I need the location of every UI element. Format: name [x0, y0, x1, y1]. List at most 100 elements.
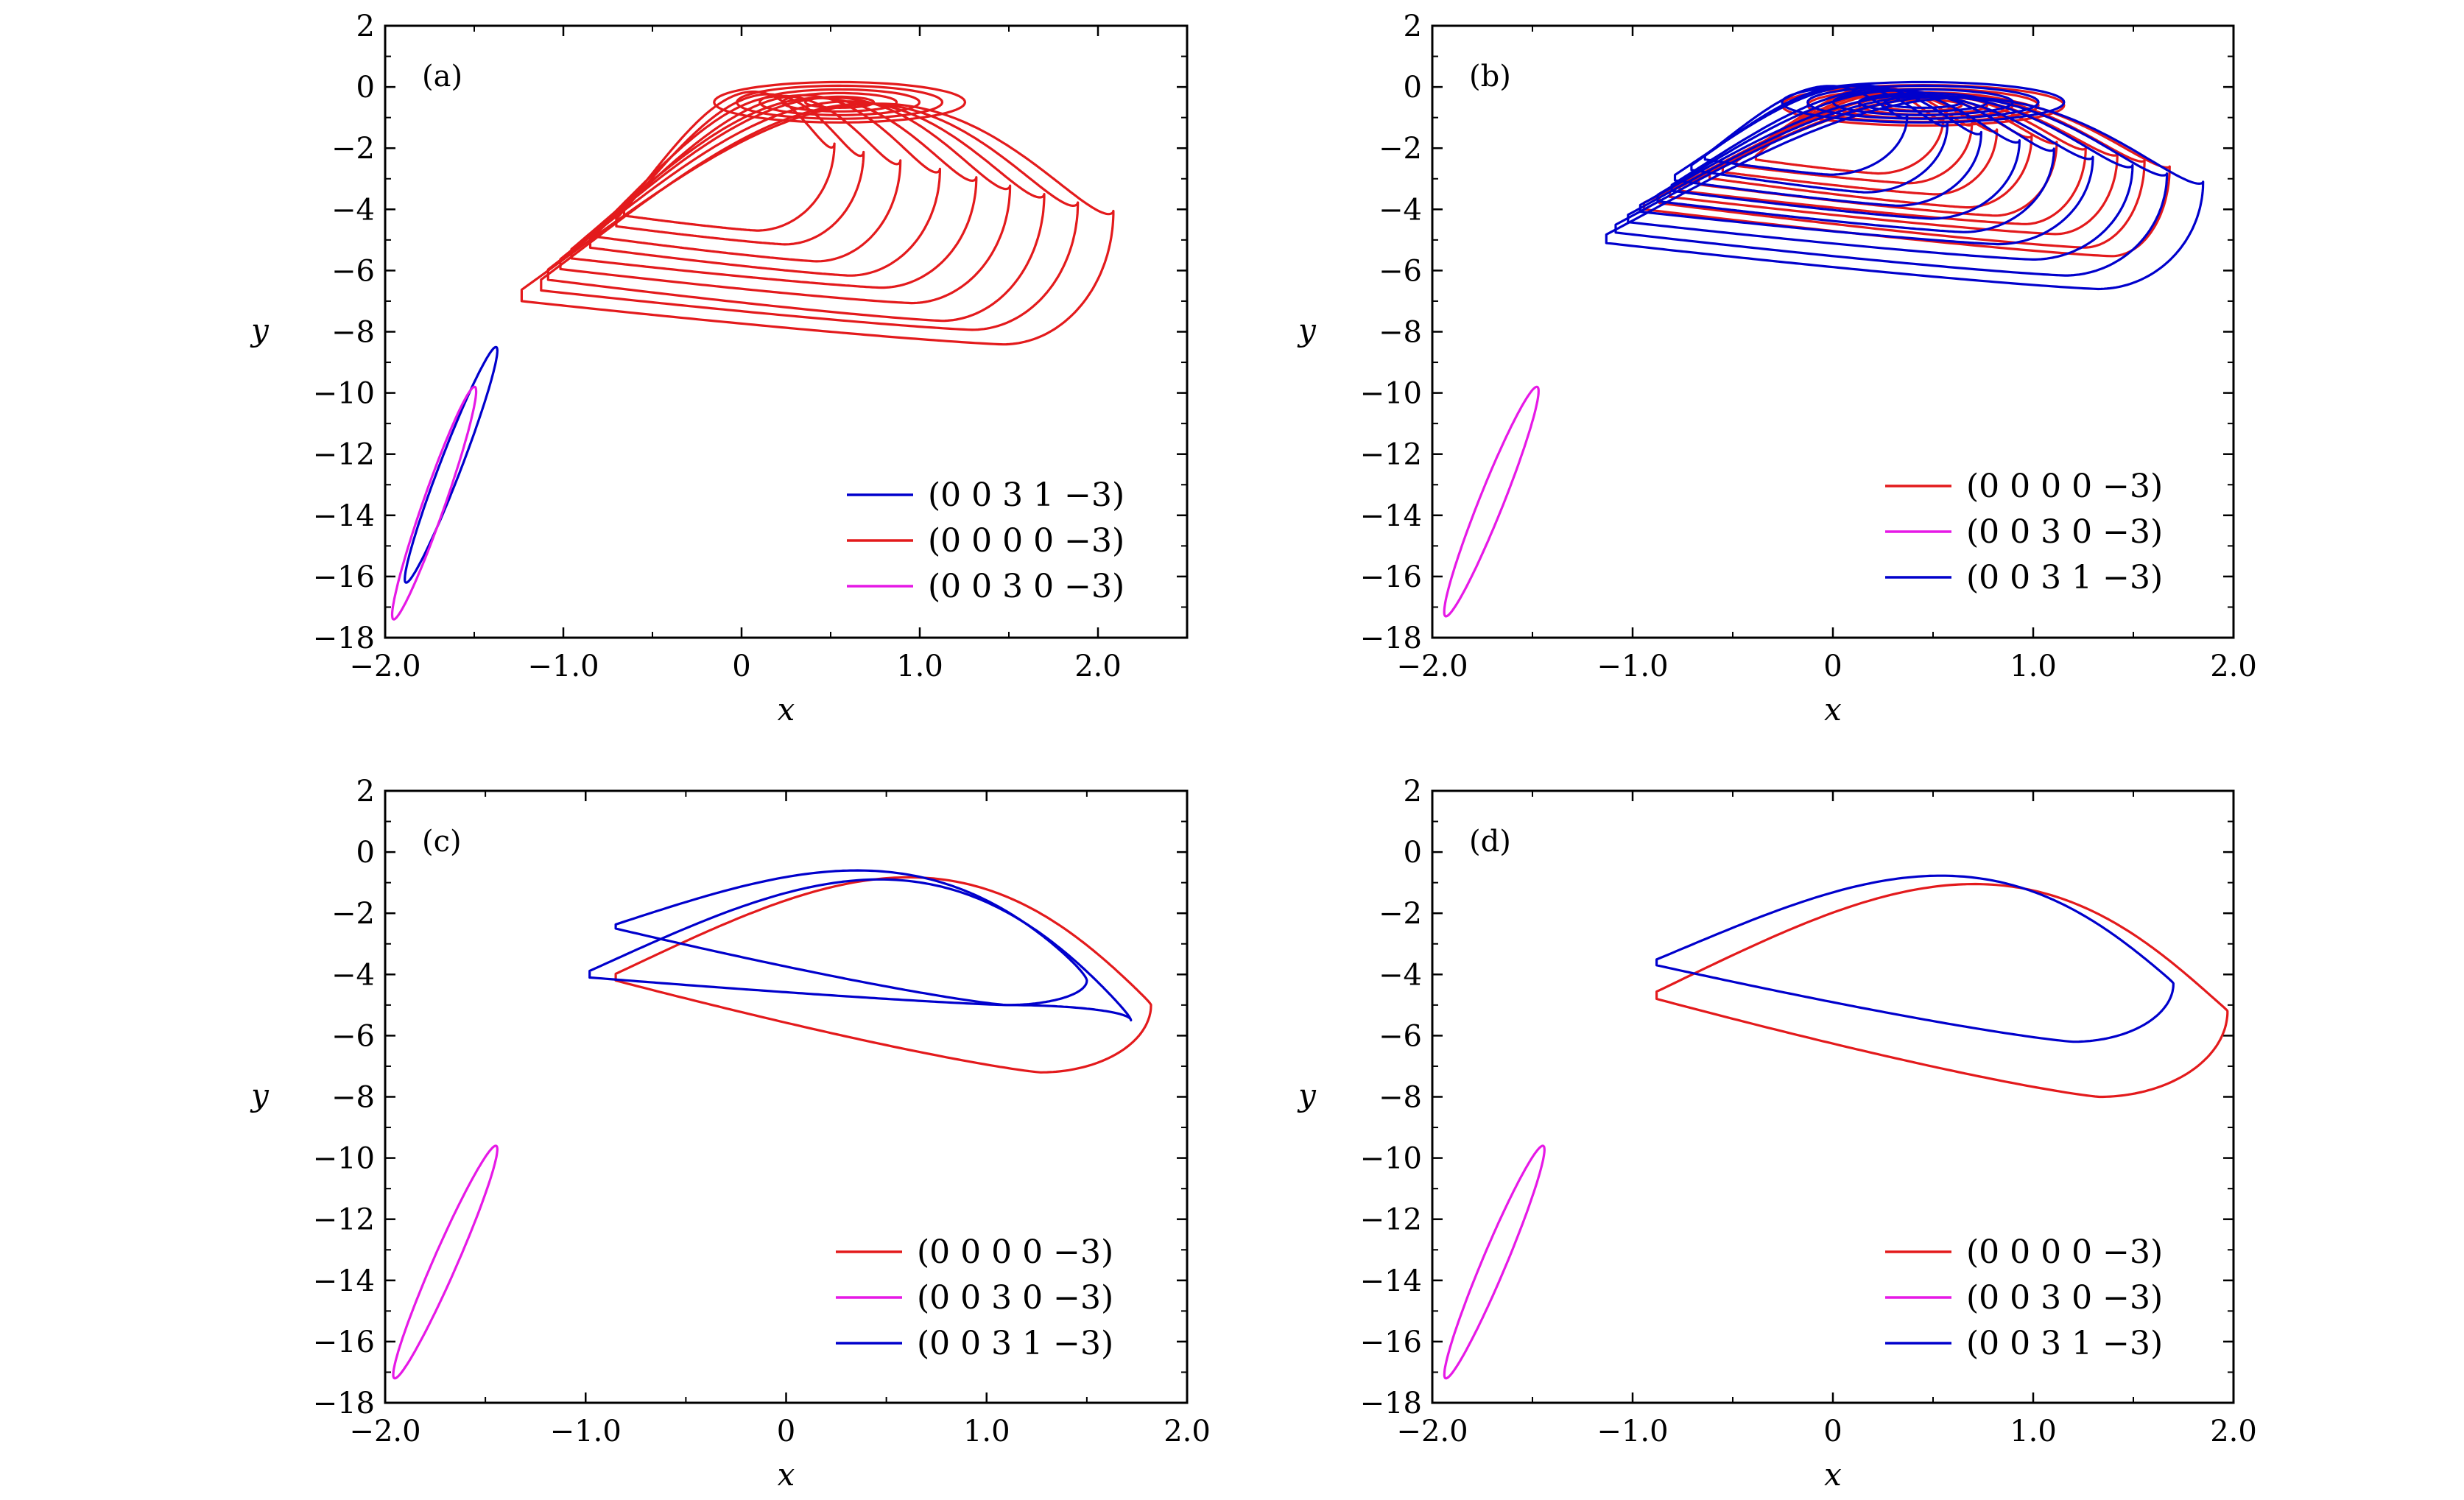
y-tick-label: −6 — [1379, 254, 1422, 288]
legend-entry: (0 0 3 0 −3) — [1966, 513, 2163, 551]
y-tick-label: −18 — [1360, 622, 1422, 655]
series-line-3 — [1627, 94, 2134, 261]
y-tick-label: −16 — [1360, 560, 1422, 594]
y-tick-label: −12 — [1360, 1203, 1422, 1237]
x-tick-label: 1.0 — [2010, 649, 2057, 683]
y-tick-label: −12 — [313, 1203, 375, 1237]
y-tick-label: −8 — [1379, 1081, 1422, 1115]
x-axis-label: x — [778, 691, 795, 728]
y-tick-label: 2 — [356, 775, 375, 809]
y-tick-label: −2 — [331, 132, 375, 166]
legend-entry: (0 0 0 0 −3) — [917, 1233, 1113, 1271]
y-tick-label: −4 — [331, 193, 375, 227]
y-tick-label: −16 — [313, 560, 375, 594]
y-tick-label: −2 — [1379, 132, 1422, 166]
panel-c: −2.0 −1.0 0 1.0 2.0 2 0 −2 −4 −6 −8 −10 −12 −14 −16 −18… — [250, 775, 1211, 1493]
series-line-2 — [596, 94, 902, 263]
series-line-2 — [622, 90, 836, 232]
series-line-2 — [588, 94, 941, 277]
x-axis-label: x — [1824, 691, 1842, 728]
series-group — [1443, 80, 2205, 618]
series-line-2 — [1443, 1144, 1546, 1380]
y-axis-label: y — [250, 312, 270, 348]
x-tick-label: 0 — [732, 649, 750, 683]
legend-entry: (0 0 3 1 −3) — [917, 1325, 1113, 1362]
y-tick-label: −2 — [331, 897, 375, 931]
y-axis-label: y — [250, 1077, 270, 1113]
panel-d: −2.0 −1.0 0 1.0 2.0 2 0 −2 −4 −6 −8 −10 −12 −14 −16 −18… — [1297, 775, 2257, 1493]
x-tick-label: 1.0 — [896, 649, 943, 683]
series-line-3 — [1831, 88, 2014, 116]
y-tick-label: −14 — [1360, 1264, 1422, 1298]
y-tick-label: −12 — [313, 438, 375, 472]
x-tick-label: 0 — [1823, 649, 1842, 683]
series-line-2 — [540, 102, 1080, 331]
series-group — [1443, 874, 2229, 1380]
series-line-2 — [758, 88, 921, 116]
series-line-3 — [1656, 89, 2055, 233]
series-line-3 — [1883, 95, 1963, 109]
y-tick-label: −6 — [1379, 1019, 1422, 1053]
legend-entry: (0 0 3 0 −3) — [928, 568, 1124, 605]
y-tick-label: −10 — [1360, 1142, 1422, 1176]
y-tick-label: 2 — [1404, 775, 1422, 809]
y-tick-label: −18 — [1360, 1387, 1422, 1420]
series-line-1 — [614, 876, 1152, 1074]
series-line-3 — [1638, 94, 2094, 246]
y-tick-label: −10 — [313, 1142, 375, 1176]
x-tick-label: 2.0 — [2210, 649, 2257, 683]
y-tick-label: 2 — [356, 10, 375, 43]
series-line-2 — [520, 102, 1115, 346]
x-tick-label: −1.0 — [1597, 1415, 1668, 1448]
y-tick-label: −18 — [313, 1387, 375, 1420]
series-line-2 — [392, 1144, 499, 1380]
panel-label: (c) — [422, 825, 462, 859]
x-tick-label: 0 — [777, 1415, 795, 1448]
y-tick-label: −6 — [331, 1019, 375, 1053]
series-line-3 — [1690, 85, 1949, 194]
series-group — [392, 869, 1152, 1380]
series-line-3 — [588, 878, 1133, 1022]
series-line-3 — [1670, 88, 2021, 220]
legend-entry: (0 0 0 0 −3) — [1966, 1233, 2163, 1271]
y-tick-label: 0 — [356, 71, 375, 105]
y-axis-label: y — [1297, 1077, 1317, 1113]
x-tick-label: −1.0 — [550, 1415, 622, 1448]
y-tick-label: −8 — [331, 316, 375, 350]
y-tick-label: −12 — [1360, 438, 1422, 472]
series-line-2 — [736, 84, 944, 120]
y-tick-label: −4 — [331, 958, 375, 992]
y-tick-label: −14 — [313, 499, 375, 533]
y-tick-label: 0 — [356, 836, 375, 870]
x-tick-label: 2.0 — [1164, 1415, 1211, 1448]
y-tick-label: −16 — [313, 1325, 375, 1359]
y-tick-label: −10 — [313, 377, 375, 411]
panel-a: −2.0 −1.0 0 1.0 2.0 2 0 −2 −4 −6 −8 −10 −12 −14 −16 −18… — [250, 10, 1189, 728]
series-line-1 — [1655, 882, 2229, 1099]
y-tick-label: −16 — [1360, 1325, 1422, 1359]
panel-label: (d) — [1469, 825, 1511, 859]
series-line-2 — [559, 96, 1012, 305]
panel-b: −2.0 −1.0 0 1.0 2.0 2 0 −2 −4 −6 −8 −10 −12 −14 −16 −18… — [1297, 10, 2257, 728]
series-line-3 — [1655, 874, 2175, 1043]
legend-entry: (0 0 3 0 −3) — [1966, 1279, 2163, 1317]
x-axis-label: x — [778, 1457, 795, 1493]
series-line-3 — [1614, 95, 2169, 277]
y-axis-label: y — [1297, 312, 1317, 348]
series-line-2 — [713, 80, 967, 124]
series-line-1 — [404, 345, 499, 584]
legend-entry: (0 0 3 1 −3) — [1966, 559, 2163, 596]
y-tick-label: −8 — [331, 1081, 375, 1115]
legend-entry: (0 0 0 0 −3) — [928, 522, 1124, 560]
y-tick-label: −4 — [1379, 958, 1422, 992]
legend-entry: (0 0 3 1 −3) — [928, 476, 1124, 514]
y-tick-label: 0 — [1404, 71, 1422, 105]
y-tick-label: 0 — [1404, 836, 1422, 870]
x-axis-label: x — [1824, 1457, 1842, 1493]
x-tick-label: 1.0 — [2010, 1415, 2057, 1448]
y-tick-label: 2 — [1404, 10, 1422, 43]
series-group — [390, 80, 1115, 621]
series-line-2 — [781, 91, 898, 113]
legend-entry: (0 0 3 1 −3) — [1966, 1325, 2163, 1362]
